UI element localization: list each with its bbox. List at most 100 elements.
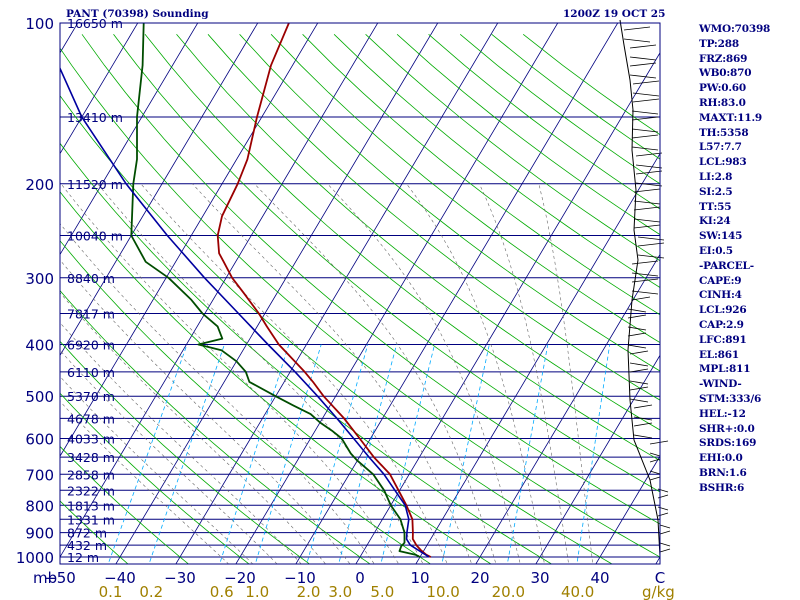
- dry-adiabat: [60, 47, 660, 558]
- wind-barb: [627, 332, 647, 337]
- height-label: 12 m: [67, 550, 99, 565]
- pressure-tick-label: 500: [25, 388, 54, 406]
- mixing-ratio-label: 1.0: [245, 583, 269, 600]
- temperature-tick-label: 10: [410, 569, 429, 587]
- height-label: 10040 m: [67, 228, 123, 243]
- dry-adiabat: [113, 34, 660, 493]
- isotherm--30: [175, 23, 499, 564]
- mixing-ratio-label: 40.0: [561, 583, 594, 600]
- isotherm--70: [60, 23, 259, 357]
- index-stm: STM:333/6: [699, 392, 762, 405]
- pressure-tick-label: 300: [25, 270, 54, 288]
- index-sw: SW:145: [699, 230, 743, 243]
- height-label: 6920 m: [67, 338, 115, 353]
- dry-adiabat: [60, 191, 492, 564]
- dry-adiabat: [60, 445, 190, 564]
- wind-barb: [629, 368, 649, 373]
- mixing-ratio-line: [254, 344, 322, 564]
- index-tt: TT:55: [699, 200, 732, 213]
- temperature-tick-label: 20: [470, 569, 489, 587]
- wind-barb: [659, 524, 671, 529]
- mixing-ratio-line: [506, 344, 549, 564]
- wind-barb: [629, 62, 657, 67]
- index-cinh: CINH:4: [699, 289, 742, 302]
- wind-barb: [629, 350, 649, 355]
- dry-adiabat: [60, 340, 311, 564]
- pressure-tick-label: 100: [25, 15, 54, 33]
- station-title: PANT (70398) Sounding: [66, 8, 209, 20]
- height-label: 1813 m: [67, 498, 115, 513]
- moist-adiabat: [60, 376, 254, 564]
- mixing-ratio-label: 3.0: [328, 583, 352, 600]
- index-wb0: WB0:870: [699, 67, 752, 80]
- index-ehi: EHI:0.0: [699, 452, 743, 465]
- temperature-trace: [216, 23, 432, 558]
- wind-barb: [631, 128, 659, 133]
- wind-barb: [633, 416, 653, 421]
- index-si: SI:2.5: [699, 185, 733, 198]
- moist-adiabat: [60, 292, 326, 564]
- index-li: LI:2.8: [699, 170, 733, 183]
- dry-adiabat: [60, 500, 129, 564]
- isotherm-30: [535, 354, 660, 564]
- isotherm-20: [475, 253, 660, 564]
- index-el: EL:861: [699, 348, 739, 361]
- plot-frame: [59, 22, 661, 565]
- moist-adiabat: [140, 183, 448, 564]
- section-wind: -WIND-: [699, 378, 742, 391]
- isotherm--10: [295, 23, 619, 564]
- moist-adiabat: [60, 223, 375, 564]
- wind-staff: [619, 19, 661, 558]
- pressure-tick-label: 900: [25, 525, 54, 543]
- wind-barb: [631, 272, 659, 277]
- temperature-tick-label: 40: [590, 569, 609, 587]
- wind-barb: [632, 92, 660, 97]
- wind-barb: [631, 134, 659, 139]
- dry-adiabat: [81, 34, 660, 525]
- wind-barb: [631, 290, 659, 295]
- isotherm--80: [60, 23, 199, 256]
- height-label: 11520 m: [67, 177, 123, 192]
- moist-adiabat: [192, 183, 473, 564]
- index-l57: L57:7.7: [699, 141, 742, 154]
- wind-barb: [633, 218, 661, 223]
- mixing-ratio-line: [107, 344, 188, 564]
- index-parcel-lcl: LCL:926: [699, 304, 747, 317]
- height-label: 3428 m: [67, 450, 115, 465]
- wind-barb: [627, 314, 647, 319]
- wind-barb: [631, 260, 659, 265]
- mixing-ratio-label: 5.0: [370, 583, 394, 600]
- wind-barb: [649, 440, 669, 445]
- dry-adiabat: [60, 392, 250, 564]
- dry-adiabat: [60, 240, 432, 564]
- wind-barb: [633, 404, 653, 409]
- dry-adiabat: [333, 34, 660, 288]
- height-label: 7817 m: [67, 307, 115, 322]
- dry-adiabat: [144, 34, 660, 461]
- moist-adiabat: [327, 183, 521, 564]
- temperature-tick-label: −10: [284, 569, 316, 587]
- index-hel: HEL:-12: [699, 407, 746, 420]
- isotherm--90: [60, 23, 139, 155]
- temperature-tick-label: −50: [44, 569, 76, 587]
- moist-adiabat: [60, 349, 278, 564]
- moist-adiabat: [97, 183, 424, 564]
- wind-barb: [629, 56, 657, 61]
- index-ei: EI:0.5: [699, 244, 733, 257]
- wind-barb: [632, 80, 660, 85]
- wind-barb: [635, 164, 663, 169]
- temperature-tick-label: 0: [355, 569, 365, 587]
- wind-barb: [631, 116, 659, 121]
- index-mpl: MPL:811: [699, 363, 751, 376]
- mixing-ratio-label: 10.0: [426, 583, 459, 600]
- wind-barb: [631, 278, 659, 283]
- dry-adiabat: [207, 34, 660, 401]
- mixing-ratio-line: [441, 344, 490, 564]
- wind-barb: [635, 170, 663, 175]
- mixing-ratio-line: [306, 344, 369, 564]
- moist-adiabat: [479, 183, 569, 564]
- wind-barb: [633, 206, 661, 211]
- moist-adiabat: [60, 259, 351, 564]
- wind-barb: [633, 422, 653, 427]
- dry-adiabat: [60, 289, 371, 564]
